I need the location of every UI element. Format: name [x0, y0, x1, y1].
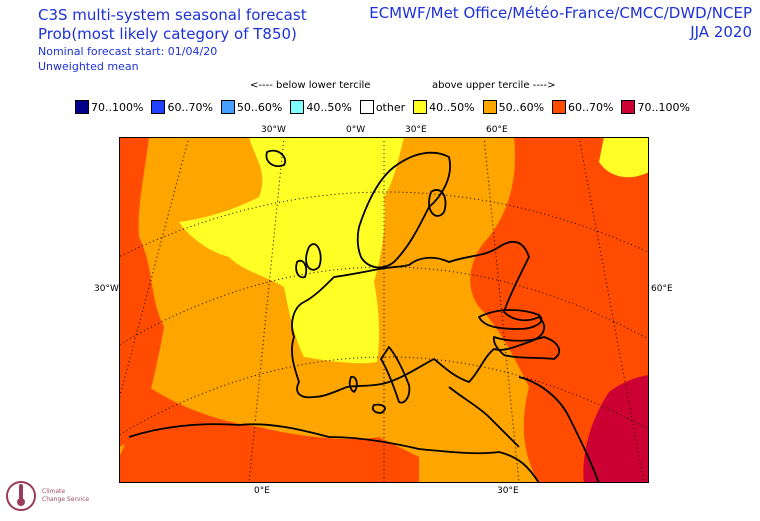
- region-northeast-40-50: [599, 137, 649, 178]
- title-block: C3S multi-system seasonal forecast Prob(…: [38, 6, 307, 74]
- legend-label: 60..70%: [167, 100, 213, 114]
- legend-swatch: [621, 100, 636, 114]
- legend-label: 40..50%: [429, 100, 475, 114]
- legend-item: 40..50%: [290, 100, 357, 114]
- axis-top-0w: 0°W: [346, 125, 366, 135]
- coastlines: [128, 149, 600, 483]
- thermometer-logo-icon: [6, 481, 36, 511]
- legend-swatch: [290, 100, 305, 114]
- logo-line-1: Climate: [42, 488, 66, 495]
- map-subtitle: Prob(most likely category of T850): [38, 25, 297, 43]
- legend-item: 50..60%: [220, 100, 288, 114]
- region-east-60-70: [470, 137, 649, 483]
- legend-item: 70..100%: [75, 100, 149, 114]
- graticule: [119, 137, 649, 483]
- legend-swatch: [151, 100, 166, 114]
- legend-item: 60..70%: [151, 100, 218, 114]
- legend-swatch: [220, 100, 235, 114]
- legend-swatch: [482, 100, 497, 114]
- legend-label: 60..70%: [568, 100, 614, 114]
- logo-line-2: Change Service: [42, 496, 90, 503]
- region-40-50-warm: [179, 137, 404, 364]
- legend-below-header: <---- below lower tercile: [250, 80, 371, 91]
- legend-label: 40..50%: [306, 100, 352, 114]
- legend: 70..100% 60..70% 50..60% 40..50% other 40..50…: [75, 100, 698, 114]
- legend-label: 50..60%: [498, 100, 545, 114]
- region-south-60-70: [119, 387, 419, 483]
- axis-bottom-0e: 0°E: [254, 486, 270, 496]
- forecast-map: [119, 137, 649, 483]
- centres-list: ECMWF/Met Office/Météo-France/CMCC/DWD/N…: [369, 4, 752, 22]
- logo-text: Climate Change Service: [42, 488, 89, 504]
- legend-swatch: [552, 100, 567, 114]
- forecast-start: Nominal forecast start: 01/04/20: [38, 45, 218, 58]
- map-frame: [119, 137, 649, 483]
- legend-swatch: [75, 100, 89, 114]
- season-label: JJA 2020: [690, 23, 752, 41]
- axis-bottom-30e: 30°E: [497, 486, 519, 496]
- axis-top-30w: 30°W: [261, 125, 286, 135]
- region-west-60-70: [119, 137, 164, 447]
- legend-item: 70..100%: [621, 100, 695, 114]
- weighting-method: Unweighted mean: [38, 60, 139, 73]
- legend-label: 70..100%: [91, 100, 144, 114]
- axis-top-30e: 30°E: [405, 125, 427, 135]
- legend-item: 40..50%: [413, 100, 480, 114]
- legend-item: 50..60%: [482, 100, 550, 114]
- legend-label: other: [375, 100, 406, 114]
- legend-item: 60..70%: [552, 100, 619, 114]
- map-title: C3S multi-system seasonal forecast: [38, 6, 307, 24]
- legend-item: other: [359, 100, 411, 114]
- legend-label: 50..60%: [236, 100, 283, 114]
- legend-swatch: [413, 100, 428, 114]
- axis-left-30w: 30°W: [94, 284, 119, 294]
- copernicus-logo: Climate Change Service: [4, 478, 114, 518]
- axis-top-60e: 60°E: [486, 125, 508, 135]
- legend-above-header: above upper tercile ---->: [432, 80, 556, 91]
- legend-swatch: [359, 100, 374, 114]
- legend-label: 70..100%: [637, 100, 690, 114]
- axis-right-60e: 60°E: [651, 284, 673, 294]
- region-70-100: [583, 375, 649, 483]
- title-right-block: ECMWF/Met Office/Météo-France/CMCC/DWD/N…: [369, 4, 752, 42]
